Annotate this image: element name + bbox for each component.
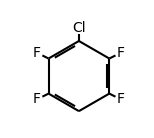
Text: F: F: [33, 46, 41, 60]
Text: F: F: [117, 92, 125, 106]
Text: F: F: [33, 92, 41, 106]
Text: Cl: Cl: [72, 21, 86, 35]
Text: F: F: [117, 46, 125, 60]
